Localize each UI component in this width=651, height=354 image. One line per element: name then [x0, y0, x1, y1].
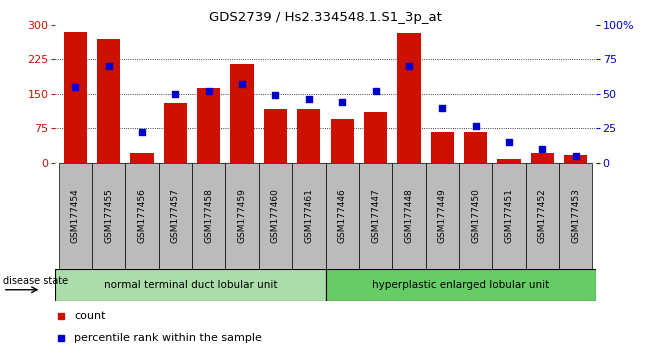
FancyBboxPatch shape — [55, 269, 325, 301]
Bar — [331, 119, 354, 163]
FancyBboxPatch shape — [292, 163, 326, 269]
Text: GSM177447: GSM177447 — [371, 189, 380, 243]
Point — [204, 88, 214, 94]
FancyBboxPatch shape — [326, 269, 596, 301]
Bar — [97, 39, 120, 163]
Point — [404, 63, 414, 69]
FancyBboxPatch shape — [92, 163, 126, 269]
Bar — [130, 153, 154, 163]
Title: GDS2739 / Hs2.334548.1.S1_3p_at: GDS2739 / Hs2.334548.1.S1_3p_at — [209, 11, 442, 24]
Point — [370, 88, 381, 94]
Text: GSM177448: GSM177448 — [404, 189, 413, 243]
Bar — [197, 88, 221, 163]
FancyBboxPatch shape — [426, 163, 459, 269]
FancyBboxPatch shape — [525, 163, 559, 269]
Bar — [531, 153, 554, 163]
Text: GSM177456: GSM177456 — [137, 188, 146, 244]
Text: GSM177459: GSM177459 — [238, 188, 247, 244]
FancyBboxPatch shape — [359, 163, 392, 269]
Text: GSM177446: GSM177446 — [338, 189, 347, 243]
Bar — [64, 32, 87, 163]
Point — [303, 97, 314, 102]
Text: GSM177454: GSM177454 — [71, 189, 80, 243]
FancyBboxPatch shape — [459, 163, 492, 269]
Point — [137, 130, 147, 135]
Text: GSM177449: GSM177449 — [437, 189, 447, 243]
Text: GSM177451: GSM177451 — [505, 188, 514, 244]
FancyBboxPatch shape — [225, 163, 259, 269]
FancyBboxPatch shape — [559, 163, 592, 269]
Text: GSM177455: GSM177455 — [104, 188, 113, 244]
FancyBboxPatch shape — [492, 163, 525, 269]
Text: GSM177453: GSM177453 — [571, 188, 580, 244]
Text: GSM177450: GSM177450 — [471, 188, 480, 244]
FancyBboxPatch shape — [159, 163, 192, 269]
Point — [337, 99, 348, 105]
Point — [471, 123, 481, 129]
Text: GSM177457: GSM177457 — [171, 188, 180, 244]
FancyBboxPatch shape — [259, 163, 292, 269]
Text: percentile rank within the sample: percentile rank within the sample — [74, 332, 262, 343]
Text: GSM177461: GSM177461 — [304, 188, 313, 244]
FancyBboxPatch shape — [192, 163, 225, 269]
Text: GSM177458: GSM177458 — [204, 188, 214, 244]
Bar — [397, 33, 421, 163]
FancyBboxPatch shape — [126, 163, 159, 269]
Point — [237, 81, 247, 87]
Bar — [364, 112, 387, 163]
Bar — [564, 155, 587, 163]
Text: count: count — [74, 311, 105, 321]
Text: disease state: disease state — [3, 276, 68, 286]
Point — [570, 153, 581, 159]
Bar — [430, 132, 454, 163]
FancyBboxPatch shape — [392, 163, 426, 269]
Bar — [297, 109, 320, 163]
Point — [270, 92, 281, 98]
Point — [537, 146, 547, 152]
Text: GSM177452: GSM177452 — [538, 189, 547, 243]
Text: hyperplastic enlarged lobular unit: hyperplastic enlarged lobular unit — [372, 280, 549, 290]
Text: normal terminal duct lobular unit: normal terminal duct lobular unit — [104, 280, 277, 290]
Bar — [497, 159, 521, 163]
Text: GSM177460: GSM177460 — [271, 188, 280, 244]
Bar — [264, 109, 287, 163]
FancyBboxPatch shape — [59, 163, 92, 269]
Bar — [464, 132, 487, 163]
Point — [70, 84, 81, 90]
FancyBboxPatch shape — [326, 163, 359, 269]
Bar — [164, 103, 187, 163]
Point — [437, 105, 447, 110]
Point — [504, 139, 514, 145]
Point — [104, 63, 114, 69]
Point — [170, 91, 180, 97]
Bar — [230, 64, 254, 163]
